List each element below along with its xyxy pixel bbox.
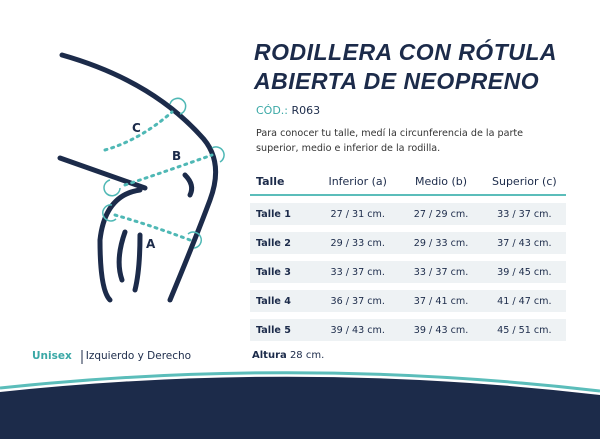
title-line: RODILLERA CON RÓTULA [254,39,558,65]
side: Izquierdo y Derecho [85,350,192,362]
table-cell: 39 / 43 cm. [413,324,469,336]
table-cell: Talle 3 [256,266,291,278]
label-c: C [132,121,141,135]
table-cell: 29 / 33 cm. [330,237,385,249]
label-a: A [146,237,156,251]
knee-outline [57,52,219,303]
size-table: Talle Inferior (a) Medio (b) Superior (c) Ta… [250,168,566,348]
table-cell: 41 / 47 cm. [497,295,552,307]
table-cell: 39 / 45 cm. [497,266,552,278]
title-line: ABIERTA DE NEOPRENO [254,68,540,94]
table-cell: 33 / 37 cm. [330,266,385,278]
table-row: Talle 2 29 / 33 cm. 29 / 33 cm. 37 / 43 cm. [250,232,566,254]
table-cell: 33 / 37 cm. [413,266,469,278]
code-value: R063 [291,104,321,117]
label-b: B [172,149,181,163]
measure-lines [103,110,214,242]
gender-info: Unisex Izquierdo y Derecho [32,350,191,362]
table-cell: 36 / 37 cm. [330,295,385,307]
table-cell: 45 / 51 cm. [497,324,552,336]
gender: Unisex [32,350,72,362]
height-info: Altura 28 cm. [252,350,324,361]
table-cell: 37 / 41 cm. [413,295,469,307]
description: Para conocer tu talle, medí la circunfer… [256,128,524,154]
table-row: Talle 4 36 / 37 cm. 37 / 41 cm. 41 / 47 cm. [250,290,566,312]
table-header: Talle Inferior (a) Medio (b) Superior (c) [250,168,566,196]
title: RODILLERA CON RÓTULA ABIERTA DE NEOPRENO [254,38,557,96]
table-cell: 27 / 31 cm. [330,208,385,220]
table-cell: Talle 5 [256,324,291,336]
code: CÓD.: R063 [256,104,320,117]
arrows [102,97,225,249]
table-cell: Talle 2 [256,237,291,249]
table-cell: 27 / 29 cm. [413,208,469,220]
height: 28 cm. [289,350,325,361]
footer-wave [0,376,600,439]
table-row: Talle 1 27 / 31 cm. 27 / 29 cm. 33 / 37 cm. [250,203,566,225]
code-label: CÓD.: [256,104,289,117]
column-header: Medio (b) [414,174,468,188]
column-header: Superior (c) [492,174,557,188]
table-cell: 29 / 33 cm. [413,237,469,249]
footer-wave-line [0,371,600,393]
column-header: Inferior (a) [328,174,387,188]
table-cell: 37 / 43 cm. [497,237,552,249]
table-row: Talle 5 39 / 43 cm. 39 / 43 cm. 45 / 51 cm. [250,319,566,341]
height-label: Altura [252,350,287,361]
table-cell: Talle 4 [256,295,291,307]
column-header: Talle [256,174,285,188]
table-row: Talle 3 33 / 37 cm. 33 / 37 cm. 39 / 45 cm. [250,261,566,283]
table-cell: 33 / 37 cm. [497,208,552,220]
table-cell: Talle 1 [256,208,291,220]
table-cell: 39 / 43 cm. [330,324,385,336]
